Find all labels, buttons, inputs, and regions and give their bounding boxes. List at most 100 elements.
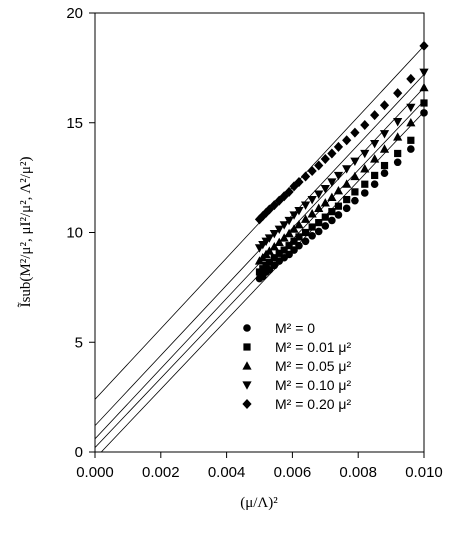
data-point	[264, 246, 274, 255]
data-point	[275, 249, 283, 257]
data-point	[393, 132, 403, 141]
legend-label: M² = 0.20 μ²	[275, 396, 351, 412]
data-point	[380, 169, 389, 178]
x-tick-label: 0.004	[208, 464, 246, 481]
data-point	[360, 149, 370, 159]
data-point	[320, 185, 330, 194]
data-point	[342, 179, 352, 188]
data-point	[379, 144, 390, 153]
data-point	[314, 160, 324, 171]
data-point	[274, 195, 284, 206]
data-point	[342, 135, 352, 146]
data-point	[351, 188, 359, 196]
data-point	[307, 209, 317, 218]
data-point	[307, 166, 317, 177]
data-point	[343, 195, 351, 204]
y-tick-label: 0	[75, 444, 83, 461]
data-point	[308, 231, 316, 240]
data-point	[314, 227, 323, 236]
data-point	[279, 221, 289, 230]
y-tick-label: 10	[66, 225, 83, 242]
data-point	[407, 145, 415, 153]
data-point	[328, 216, 336, 225]
data-point	[315, 219, 323, 227]
data-point	[406, 117, 416, 127]
data-point	[327, 148, 337, 159]
data-point	[294, 206, 304, 216]
data-point	[327, 178, 337, 187]
data-point	[333, 171, 344, 181]
data-point	[379, 100, 390, 111]
legend-marker	[242, 361, 252, 370]
legend: M² = 0 M² = 0.01 μ² M² = 0.05 μ² M² = 0.10 …	[242, 320, 351, 412]
data-point	[269, 229, 279, 239]
data-point	[394, 149, 402, 158]
x-tick-label: 0.000	[76, 464, 114, 481]
data-point	[265, 258, 273, 266]
data-point	[370, 154, 380, 163]
data-point	[258, 211, 268, 222]
data-point	[300, 171, 311, 182]
y-axis-title: Ĩsub(M²/μ², μI²/μ², Λ²/μ²)	[18, 157, 34, 308]
data-point	[393, 118, 403, 127]
data-point	[342, 204, 351, 213]
data-point	[327, 192, 337, 201]
data-point	[269, 241, 279, 251]
legend-label: M² = 0.01 μ²	[275, 339, 351, 355]
data-point	[360, 119, 370, 130]
x-tick-label: 0.002	[142, 464, 180, 481]
data-point	[370, 140, 380, 149]
legend-marker	[242, 399, 252, 409]
legend-marker	[243, 324, 251, 332]
data-point	[270, 254, 278, 262]
y-tick-label: 5	[75, 334, 83, 351]
legend-label: M² = 0	[275, 320, 315, 336]
legend-label: M² = 0.05 μ²	[275, 358, 351, 374]
data-point	[307, 195, 317, 205]
fit-line	[100, 111, 424, 452]
data-point	[360, 189, 369, 197]
data-point	[284, 216, 294, 226]
data-point	[289, 211, 299, 220]
data-point	[314, 190, 324, 199]
data-point	[301, 228, 310, 237]
x-tick-label: 0.006	[274, 464, 312, 481]
y-axis: 0 5 10 15 20	[66, 5, 95, 461]
legend-marker	[243, 343, 251, 351]
data-point	[261, 207, 271, 218]
data-point	[393, 158, 402, 167]
data-point	[284, 228, 294, 238]
x-axis-title: (μ/Λ)²	[240, 495, 278, 511]
data-point	[370, 180, 379, 189]
data-point	[370, 110, 380, 121]
data-point	[274, 237, 284, 246]
series-1	[255, 99, 428, 276]
data-point	[350, 157, 360, 166]
data-point	[290, 237, 298, 245]
legend-label: M² = 0.10 μ²	[275, 377, 351, 393]
data-point	[406, 103, 416, 113]
data-point	[350, 127, 360, 138]
data-point	[333, 141, 344, 152]
data-point	[294, 220, 304, 229]
data-point	[351, 196, 359, 205]
y-tick-label: 20	[66, 5, 83, 22]
y-tick-label: 15	[66, 115, 83, 132]
data-point	[350, 171, 360, 181]
data-point	[360, 164, 370, 173]
data-point	[300, 201, 311, 210]
data-point	[320, 153, 330, 164]
data-point	[301, 237, 310, 246]
data-point	[294, 177, 304, 188]
data-point	[321, 213, 329, 221]
data-point	[314, 203, 324, 212]
data-point	[284, 186, 294, 197]
data-point	[279, 191, 289, 202]
x-axis: 0.000 0.002 0.004 0.006 0.008 0.010	[76, 452, 443, 481]
data-point	[333, 185, 344, 195]
series-4	[254, 40, 429, 225]
data-point	[371, 171, 379, 180]
data-point	[328, 208, 336, 216]
data-point	[289, 224, 299, 233]
